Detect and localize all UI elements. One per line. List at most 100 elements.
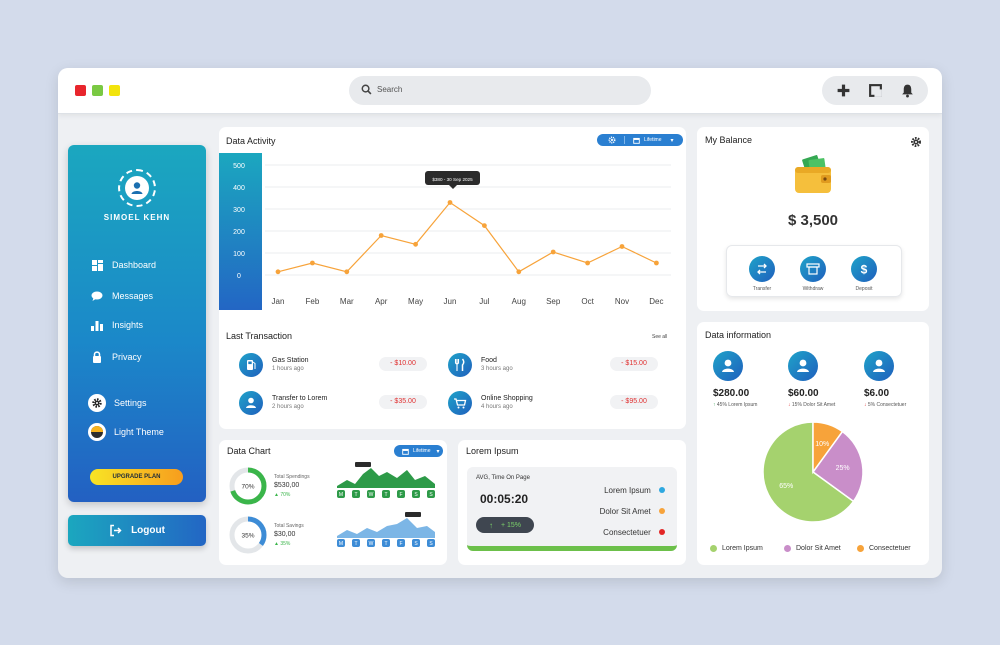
x-tick-label: Aug xyxy=(512,297,526,306)
chevron-down-icon: ▾ xyxy=(436,448,440,455)
activity-filter-label: Lifetime xyxy=(644,137,662,143)
data-information-card: Data information $280.00 ↑ 45% Lorem Ips… xyxy=(697,322,929,565)
wallet-icon xyxy=(795,155,831,193)
x-tick-label: Sep xyxy=(546,297,561,306)
weekday-label: W xyxy=(369,492,374,498)
title-bar: Search xyxy=(58,68,942,114)
dashboard-icon xyxy=(91,259,103,271)
sidebar-item-messages[interactable]: Messages xyxy=(90,289,153,303)
data-point[interactable] xyxy=(585,260,590,266)
maximize-window-button[interactable] xyxy=(92,85,103,96)
data-point[interactable] xyxy=(344,269,350,275)
transfer-icon xyxy=(757,263,767,275)
y-tick-label: 0 xyxy=(237,273,241,280)
sidebar-item-settings[interactable]: Settings xyxy=(88,394,147,412)
savings-donut: 35% xyxy=(229,516,267,554)
pie-legend-item: Lorem Ipsum xyxy=(710,545,763,552)
avg-time-value: 00:05:20 xyxy=(480,492,529,506)
pie-slice[interactable] xyxy=(762,421,855,523)
data-point[interactable] xyxy=(550,249,556,255)
change-value: + 15% xyxy=(500,521,522,529)
lorem-ipsum-card: Lorem Ipsum AVG, Time On Page 00:05:20 ↑… xyxy=(458,440,686,565)
y-tick-label: 300 xyxy=(233,207,245,214)
data-point[interactable] xyxy=(378,233,384,238)
data-point[interactable] xyxy=(482,223,487,228)
calendar-icon xyxy=(633,137,640,144)
chart-tooltip: $380 - 30 Sep 2025 xyxy=(425,171,480,189)
spendings-value: $530,00 xyxy=(274,482,300,489)
transfer-label: Transfer xyxy=(752,286,772,292)
weekday-label: S xyxy=(429,492,433,498)
transaction-amount: - $15.00 xyxy=(610,357,658,371)
data-pie-chart: 25% 65% 10% xyxy=(762,421,864,523)
data-point[interactable] xyxy=(275,269,281,275)
chevron-down-icon: ▾ xyxy=(670,137,674,144)
weekday-badge xyxy=(412,490,420,498)
transaction-name: Transfer to Lorem xyxy=(272,395,328,402)
lorem-ipsum-title: Lorem Ipsum xyxy=(466,446,519,456)
y-axis-panel xyxy=(219,153,262,310)
transaction-name: Online Shopping xyxy=(481,395,533,402)
activity-filter-select[interactable]: Lifetime ▾ xyxy=(597,134,683,146)
see-all-link[interactable]: See all xyxy=(652,334,668,340)
dollar-icon: $ xyxy=(861,263,868,277)
sidebar-item-privacy[interactable]: Privacy xyxy=(90,350,142,364)
weekday-badge xyxy=(397,539,405,547)
activity-line-chart: 500 400 300 200 100 0 Jan Feb Mar Apr May Jun Jul Au… xyxy=(219,153,671,310)
transaction-row[interactable]: Gas Station 1 hours ago - $10.00 xyxy=(239,353,439,379)
theme-toggle-icon xyxy=(91,426,103,438)
data-point[interactable] xyxy=(654,260,659,266)
bell-icon[interactable] xyxy=(900,83,915,98)
data-point[interactable] xyxy=(516,269,522,275)
search-input[interactable]: Search xyxy=(349,76,651,105)
transaction-row[interactable]: Food 3 hours ago - $15.00 xyxy=(448,353,680,379)
close-window-button[interactable] xyxy=(75,85,86,96)
bar-chart-icon xyxy=(91,320,103,331)
deposit-button[interactable]: $ xyxy=(851,256,877,282)
pie-slice[interactable] xyxy=(812,421,844,475)
avatar[interactable] xyxy=(118,169,156,207)
crop-icon[interactable] xyxy=(868,83,883,98)
pie-slice[interactable] xyxy=(811,430,864,503)
weekday-label: W xyxy=(369,541,374,547)
data-point[interactable] xyxy=(619,244,625,249)
transaction-row[interactable]: Transfer to Lorem 2 hours ago - $35.00 xyxy=(239,391,439,417)
sidebar-item-insights[interactable]: Insights xyxy=(90,318,143,332)
data-point[interactable] xyxy=(310,260,315,266)
user-name: SIMOEL KEHN xyxy=(103,213,171,222)
logout-icon xyxy=(110,524,122,537)
plus-icon[interactable] xyxy=(836,83,851,98)
sidebar: SIMOEL KEHN Dashboard Messages Insights … xyxy=(68,145,206,502)
logout-button[interactable]: Logout xyxy=(68,515,206,546)
weekday-badge xyxy=(367,490,375,498)
data-point[interactable] xyxy=(413,241,418,247)
transfer-button[interactable] xyxy=(749,256,775,282)
weekday-label: S xyxy=(414,541,418,547)
withdraw-button[interactable] xyxy=(800,256,826,282)
transaction-amount: - $95.00 xyxy=(610,395,658,409)
series-line xyxy=(277,201,657,273)
sidebar-item-dashboard[interactable]: Dashboard xyxy=(90,258,156,272)
spendings-donut-fill xyxy=(229,467,267,505)
gear-icon[interactable] xyxy=(910,136,922,148)
user-icon xyxy=(131,182,143,194)
data-point[interactable] xyxy=(447,200,453,205)
sidebar-item-light-theme[interactable]: Light Theme xyxy=(88,423,164,441)
gas-icon xyxy=(247,360,256,370)
data-activity-card: Data Activity Lifetime ▾ 500 400 300 200 100… xyxy=(219,127,686,429)
my-balance-card: My Balance $ 3,500 Transfer Withdraw $ D… xyxy=(697,127,929,311)
minimize-window-button[interactable] xyxy=(109,85,120,96)
savings-value: $30,00 xyxy=(274,531,296,538)
weekday-badge xyxy=(352,490,360,498)
weekday-badge xyxy=(427,539,435,547)
transaction-time: 1 hours ago xyxy=(272,366,304,372)
data-chart-filter-select[interactable]: Lifetime ▾ xyxy=(394,445,443,457)
sidebar-item-label: Messages xyxy=(112,291,154,301)
weekday-badge xyxy=(367,539,375,547)
weekday-badge xyxy=(382,539,390,547)
savings-trend: ▲ 35% xyxy=(274,541,291,547)
transaction-row[interactable]: Online Shopping 4 hours ago - $95.00 xyxy=(448,391,680,417)
upgrade-plan-button[interactable]: UPGRADE PLAN xyxy=(90,469,183,485)
y-tick-label: 200 xyxy=(233,229,245,236)
